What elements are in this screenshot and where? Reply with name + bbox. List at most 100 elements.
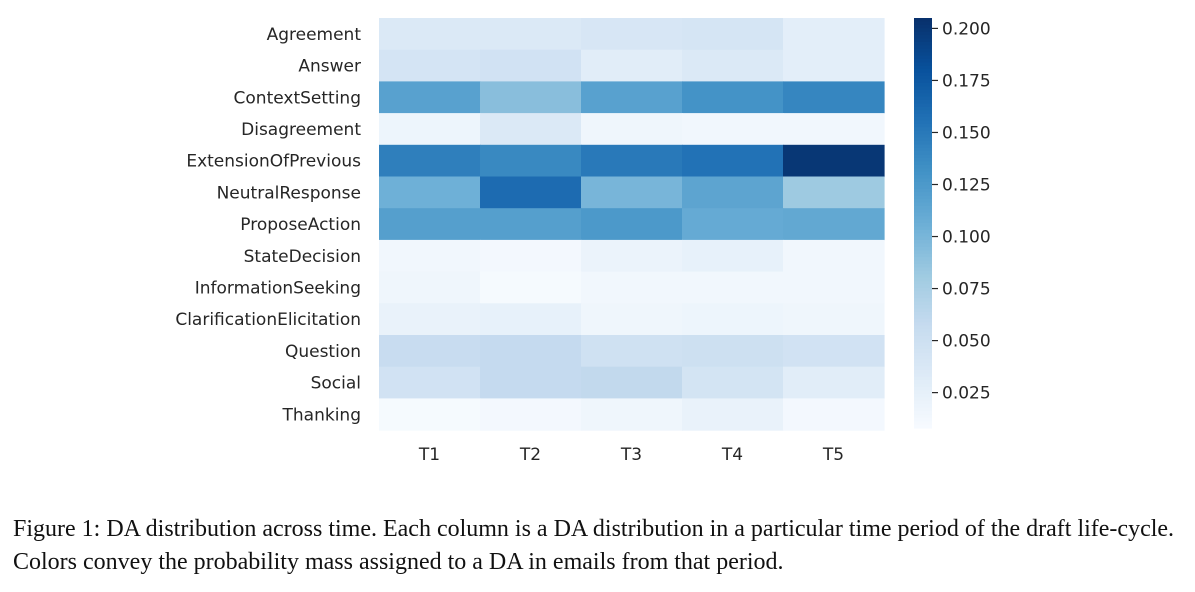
colorbar-segment (914, 164, 932, 169)
heatmap-cell (581, 335, 683, 368)
heatmap-cell (682, 239, 784, 273)
heatmap-cell (581, 113, 683, 146)
row-labels: Agreement Answer ContextSetting Disagreemen… (175, 25, 361, 425)
colorbar-segment (914, 352, 932, 357)
colorbar-segment (914, 223, 932, 227)
heatmap-cell (682, 271, 784, 304)
heatmap-cell (480, 303, 582, 336)
colorbar-segment (914, 417, 932, 422)
colorbar-segment (914, 205, 932, 210)
heatmap-cell (480, 176, 582, 209)
colorbar-segment (914, 41, 932, 46)
heatmap-cell (783, 335, 885, 368)
colorbar-segment (914, 267, 932, 272)
heatmap-cell (783, 144, 885, 178)
colorbar-segment (914, 380, 932, 385)
heatmap-cell (379, 176, 481, 209)
colorbar-segment (914, 31, 932, 36)
colorbar-segment (914, 322, 932, 326)
row-label: Disagreement (241, 120, 361, 140)
colorbar-segment (914, 59, 932, 63)
colorbar-segment (914, 253, 932, 258)
colorbar-segment (914, 397, 932, 402)
heatmap-cell (379, 49, 481, 82)
heatmap-cell (581, 18, 683, 51)
colorbar-segment (914, 127, 932, 132)
heatmap-cell (581, 398, 683, 431)
heatmap-cell (379, 303, 481, 336)
colorbar-segment (914, 373, 932, 378)
colorbar-segment (914, 298, 932, 303)
colorbar-tick-label: 0.100 (942, 228, 991, 248)
colorbar-segment (914, 48, 932, 53)
row-label: StateDecision (244, 247, 361, 267)
colorbar-segment (914, 229, 932, 234)
heatmap-cell (480, 335, 582, 368)
colorbar-tick-label: 0.125 (942, 175, 991, 195)
heatmap-cell (480, 239, 582, 273)
colorbar-segment (914, 301, 932, 306)
colorbar-segment (914, 328, 932, 333)
colorbar-segment (914, 62, 932, 67)
row-label: ProposeAction (240, 215, 361, 235)
colorbar-segment (914, 342, 932, 347)
column-label: T2 (519, 445, 541, 465)
colorbar-segment (914, 400, 932, 405)
colorbar-segment (914, 264, 932, 268)
colorbar-segment (914, 233, 932, 238)
colorbar-segment (914, 76, 932, 80)
column-label: T4 (721, 445, 743, 465)
heatmap-cell (581, 176, 683, 209)
colorbar-segment (914, 86, 932, 91)
colorbar-segment (914, 147, 932, 152)
heatmap-cell (379, 335, 481, 368)
colorbar-tick-label: 0.025 (942, 384, 991, 404)
row-label: InformationSeeking (195, 278, 361, 298)
colorbar-segment (914, 69, 932, 74)
colorbar-segment (914, 123, 932, 128)
colorbar-segment (914, 161, 932, 166)
colorbar-segment (914, 366, 932, 371)
colorbar-segment (914, 325, 932, 330)
heatmap-cell (682, 398, 784, 431)
colorbar-segment (914, 390, 932, 395)
colorbar-segment (914, 72, 932, 77)
heatmap-cell (480, 271, 582, 304)
heatmap-cell (480, 113, 582, 146)
colorbar-segment (914, 335, 932, 340)
colorbar-segment (914, 137, 932, 142)
heatmap-cell (581, 49, 683, 82)
colorbar-segment (914, 141, 932, 145)
colorbar-segment (914, 18, 932, 22)
heatmap-cell (682, 303, 784, 336)
heatmap-cell (480, 18, 582, 51)
heatmap-cell (581, 144, 683, 178)
colorbar-segment (914, 257, 932, 262)
heatmap-cell (581, 81, 683, 114)
heatmap-cell (682, 113, 784, 146)
figure-caption: Figure 1: DA distribution across time. E… (13, 516, 1175, 575)
heatmap-cell (480, 398, 582, 431)
row-label: Question (285, 342, 361, 362)
colorbar-segment (914, 158, 932, 162)
colorbar-segment (914, 212, 932, 217)
colorbar-segment (914, 369, 932, 374)
heatmap-cell (379, 113, 481, 146)
heatmap-cell (581, 366, 683, 399)
heatmap-cell (783, 208, 885, 241)
heatmap-cell (783, 18, 885, 51)
heatmap-cell (682, 208, 784, 241)
colorbar-segment (914, 284, 932, 289)
colorbar-segment (914, 393, 932, 398)
colorbar-segment (914, 277, 932, 282)
colorbar-segment (914, 35, 932, 39)
colorbar-segment (914, 243, 932, 248)
colorbar-segment (914, 82, 932, 87)
colorbar-segment (914, 376, 932, 381)
colorbar-tick-label: 0.150 (942, 123, 991, 143)
colorbar-segment (914, 144, 932, 149)
colorbar-segment (914, 414, 932, 419)
colorbar-segment (914, 182, 932, 186)
colorbar-segment (914, 291, 932, 296)
colorbar-segment (914, 106, 932, 111)
